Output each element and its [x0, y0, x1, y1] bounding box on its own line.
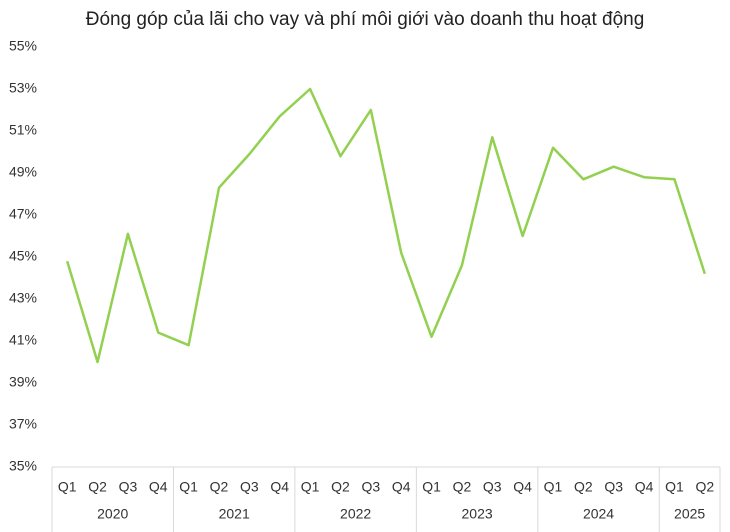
x-tick-label: Q3: [119, 479, 138, 495]
x-group-label: 2025: [674, 506, 705, 522]
x-group-label: 2022: [340, 506, 371, 522]
x-tick-label: Q4: [149, 479, 168, 495]
x-tick-label: Q4: [513, 479, 532, 495]
x-tick-label: Q2: [453, 479, 472, 495]
x-tick-label: Q4: [635, 479, 654, 495]
y-tick-label: 47%: [9, 206, 37, 222]
x-tick-label: Q1: [301, 479, 320, 495]
x-tick-label: Q4: [270, 479, 289, 495]
y-tick-label: 43%: [9, 290, 37, 306]
x-tick-label: Q1: [544, 479, 563, 495]
y-tick-label: 51%: [9, 122, 37, 138]
x-group-label: 2024: [583, 506, 614, 522]
y-tick-label: 39%: [9, 374, 37, 390]
y-tick-label: 49%: [9, 164, 37, 180]
y-tick-label: 37%: [9, 416, 37, 432]
x-tick-label: Q2: [331, 479, 350, 495]
x-tick-label: Q3: [483, 479, 502, 495]
x-tick-label: Q4: [392, 479, 411, 495]
y-tick-label: 45%: [9, 248, 37, 264]
x-group-label: 2023: [462, 506, 493, 522]
x-tick-label: Q2: [574, 479, 593, 495]
x-tick-label: Q1: [422, 479, 441, 495]
x-tick-label: Q1: [665, 479, 684, 495]
chart-title: Đóng góp của lãi cho vay và phí môi giới…: [86, 9, 645, 30]
x-tick-label: Q2: [210, 479, 229, 495]
x-tick-label: Q1: [58, 479, 77, 495]
x-group-label: 2020: [97, 506, 128, 522]
x-tick-label: Q1: [179, 479, 198, 495]
x-tick-label: Q3: [361, 479, 380, 495]
y-tick-label: 35%: [9, 458, 37, 474]
y-tick-label: 41%: [9, 332, 37, 348]
x-group-label: 2021: [219, 506, 250, 522]
x-tick-label: Q3: [240, 479, 259, 495]
x-tick-label: Q3: [604, 479, 623, 495]
y-tick-label: 55%: [9, 38, 37, 54]
data-line: [65, 87, 707, 364]
y-tick-label: 53%: [9, 80, 37, 96]
x-tick-label: Q2: [695, 479, 714, 495]
x-tick-label: Q2: [88, 479, 107, 495]
